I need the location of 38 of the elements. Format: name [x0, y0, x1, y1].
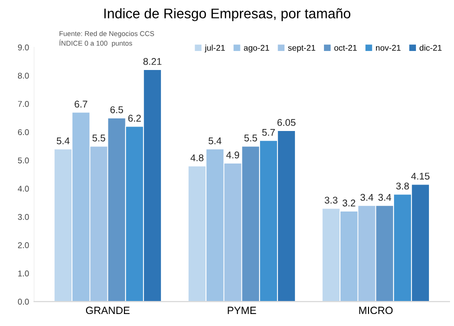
y-tick-label: 6.0: [18, 129, 29, 136]
y-tick-label: 7.0: [18, 100, 29, 107]
data-label: 3.8: [396, 182, 409, 190]
data-label: 5.7: [262, 129, 275, 136]
data-label: 6.5: [110, 106, 124, 114]
data-label: 5.5: [92, 134, 106, 142]
data-label: 4.15: [411, 172, 430, 180]
y-tick-label: 8.0: [18, 72, 29, 79]
data-label: 5.4: [56, 138, 70, 144]
x-tick-label: MICRO: [359, 306, 393, 314]
y-tick-label: 1.0: [18, 270, 29, 276]
data-label: 4.8: [190, 154, 204, 162]
data-label: 4.9: [226, 152, 240, 158]
data-label: 3.2: [342, 200, 356, 206]
legend-label: sept-21: [288, 44, 316, 52]
data-label: 3.3: [324, 196, 338, 204]
data-label: 5.4: [208, 138, 222, 144]
chart-title: Indice de Riesgo Empresas, por tamaño: [104, 8, 350, 22]
y-tick-label: 0.0: [18, 298, 29, 305]
data-label: 6.05: [277, 119, 296, 126]
data-label: 6.2: [128, 114, 141, 122]
legend-label: dic-21: [420, 44, 442, 51]
y-tick-label: 9.0: [18, 44, 29, 50]
y-tick-label: 3.0: [18, 214, 29, 220]
legend-label: oct-21: [334, 44, 357, 51]
y-tick-label: 2.0: [18, 242, 29, 248]
legend-label: ago-21: [244, 44, 270, 52]
y-tick-label: 5.0: [18, 157, 29, 164]
data-label: 5.5: [244, 134, 258, 142]
y-tick-label: 4.0: [18, 186, 29, 192]
data-label: 3.4: [378, 194, 392, 201]
data-label: 8.21: [143, 58, 162, 65]
legend-label: nov-21: [376, 44, 401, 51]
x-tick-label: PYME: [228, 306, 256, 314]
legend-label: jul-21: [204, 44, 225, 52]
x-tick-label: GRANDE: [86, 306, 130, 314]
data-label: 6.7: [74, 100, 88, 108]
data-label: 3.4: [360, 194, 374, 201]
